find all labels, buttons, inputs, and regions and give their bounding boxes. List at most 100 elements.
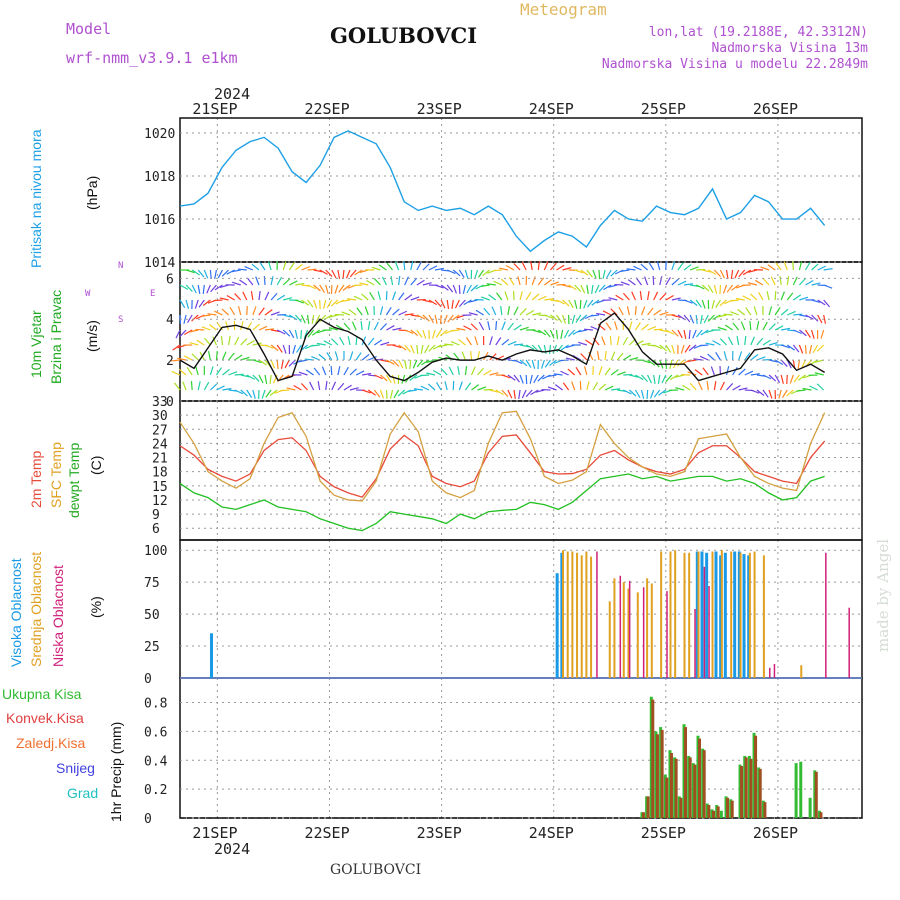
wind-barb	[754, 279, 764, 286]
wind-barb	[401, 374, 406, 384]
wind-barb	[464, 382, 472, 391]
wind-barb	[392, 344, 402, 349]
wind-barb	[797, 359, 800, 369]
conv-precip-bar	[754, 735, 758, 818]
wind-barb	[250, 291, 254, 301]
wind-barb	[775, 262, 782, 271]
day-label-top: 25SEP	[641, 100, 686, 118]
wind-barb	[183, 314, 187, 324]
wind-compass-s: S	[118, 315, 124, 325]
wind-barb	[787, 310, 796, 316]
wind-barb	[659, 311, 669, 316]
high-cloud-bar	[209, 633, 213, 678]
wind-barb	[282, 278, 291, 286]
wind-barb	[269, 389, 278, 396]
low-cloud-bar	[694, 609, 696, 678]
wind-barb	[349, 351, 354, 361]
wind-barb	[389, 389, 394, 399]
wind-barb	[226, 294, 235, 301]
wind-barb	[587, 299, 594, 308]
pressure-tick-label: 1018	[144, 170, 175, 185]
wind-barb	[179, 329, 187, 338]
conv-precip-bar	[716, 806, 720, 818]
mid-cloud-bar	[688, 552, 691, 678]
wind-barb	[798, 344, 804, 354]
year-bottom: 2024	[214, 840, 251, 858]
wind-barb	[657, 374, 661, 384]
wind-barb	[738, 269, 746, 278]
wind-barb	[464, 365, 468, 376]
wind-barb	[280, 389, 290, 392]
wind-barb	[799, 314, 809, 318]
wind-barb	[385, 307, 392, 316]
wind-barb	[643, 276, 649, 286]
wind-barb	[330, 365, 333, 376]
precip-tick-label: 0	[144, 812, 152, 827]
wind-barb	[671, 329, 679, 337]
wind-barb	[586, 269, 593, 278]
wind-barb	[361, 293, 369, 301]
wind-barb	[641, 323, 649, 331]
wind-barb	[817, 314, 823, 324]
wind-barb	[282, 329, 291, 337]
wind-barb	[433, 370, 442, 376]
wind-barb	[623, 373, 633, 376]
wind-barb	[298, 371, 308, 376]
wind-barb	[562, 299, 570, 307]
wind-barb	[703, 314, 709, 324]
high-cloud-bar	[714, 551, 718, 678]
mid-cloud-bar	[753, 551, 756, 678]
wind-barb	[259, 262, 266, 271]
wind-barb	[712, 314, 721, 320]
wind-barb	[507, 322, 515, 331]
wind-barb	[301, 266, 311, 271]
wind-barb	[774, 290, 777, 301]
wind-barb	[634, 322, 641, 331]
wind-barb	[610, 369, 619, 376]
wind-barb	[228, 371, 238, 376]
wind-barb	[736, 336, 740, 346]
wind-barb	[583, 328, 593, 331]
wind-barb	[252, 389, 256, 399]
wind-barb	[635, 374, 644, 381]
wind-barb	[735, 297, 745, 301]
wind-barb	[513, 324, 522, 331]
wind-barb	[451, 314, 460, 321]
wind-barb	[444, 343, 454, 346]
wind-barb	[477, 386, 487, 391]
wind-barb	[804, 344, 807, 355]
wind-barb	[675, 387, 685, 391]
wind-barb	[798, 261, 803, 271]
wind-barb	[659, 329, 669, 333]
wind-barb	[517, 276, 521, 286]
wind-barb	[189, 341, 199, 346]
wind-barb	[586, 284, 589, 294]
wind-barb	[228, 352, 235, 361]
wind-barb	[428, 314, 435, 324]
wind-barb	[182, 381, 187, 391]
wind-barb	[547, 386, 557, 391]
wind-barb	[197, 381, 201, 391]
wind-barb	[575, 367, 582, 376]
wind-barb	[191, 284, 197, 294]
wind-barb	[753, 306, 758, 316]
wind-barb	[458, 269, 465, 278]
wind-barb	[552, 344, 558, 354]
wind-barb	[529, 374, 533, 384]
wind-barb	[531, 359, 536, 369]
wind-barb	[214, 310, 223, 316]
wind-barb	[774, 325, 784, 331]
conv-precip-label: Konvek.Kisa	[6, 710, 84, 726]
day-label-top: 26SEP	[753, 100, 798, 118]
wind-barb	[592, 381, 599, 391]
wind-barb	[748, 269, 758, 273]
wind-barb	[209, 366, 214, 376]
wind-barb	[209, 269, 212, 280]
wind-barb	[671, 344, 675, 354]
wind-barb	[501, 321, 506, 331]
wind-barb	[379, 306, 384, 316]
wind-barb	[519, 291, 523, 301]
wind-barb	[531, 276, 536, 286]
wind-barb	[288, 329, 295, 339]
wind-barb	[560, 344, 569, 351]
